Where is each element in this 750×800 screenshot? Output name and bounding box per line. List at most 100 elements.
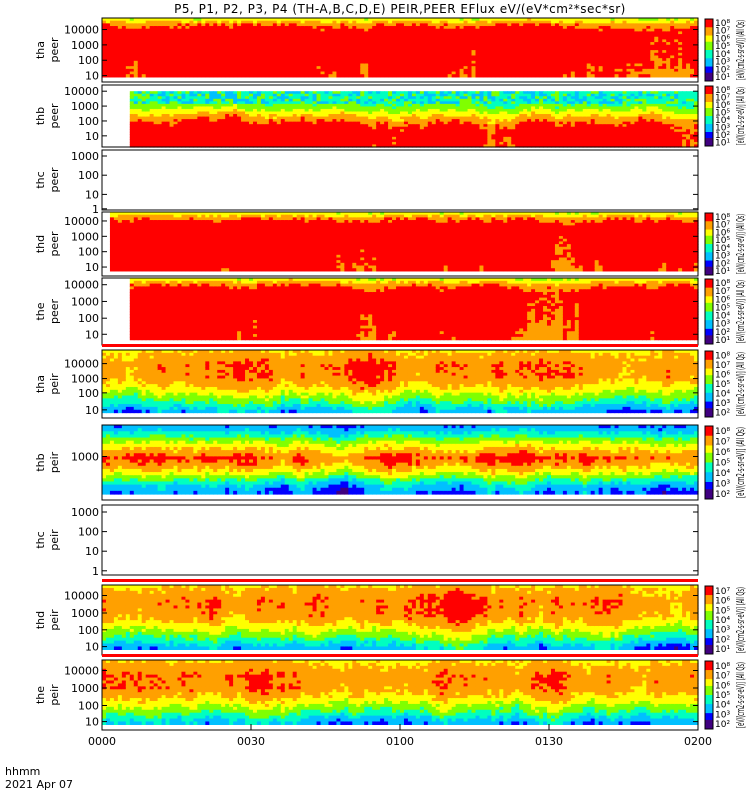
heatmap-cell xyxy=(392,74,397,77)
heatmap-cell xyxy=(126,74,131,77)
heatmap-cell xyxy=(444,74,449,77)
heatmap-cell xyxy=(479,74,484,77)
heatmap-cell xyxy=(567,74,572,77)
heatmap-cell xyxy=(607,74,612,77)
heatmap-cell xyxy=(245,74,250,77)
heatmap-cell xyxy=(619,74,624,77)
heatmap-cell xyxy=(436,74,441,77)
heatmap-cell xyxy=(368,74,373,77)
heatmap-cell xyxy=(583,74,588,77)
heatmap-cell xyxy=(408,74,413,77)
heatmap-cell xyxy=(257,74,262,77)
heatmap-cell xyxy=(428,74,433,77)
heatmap-cell xyxy=(130,74,135,77)
heatmap-cell xyxy=(293,74,298,77)
heatmap-cell xyxy=(209,74,214,77)
heatmap-cell xyxy=(507,74,512,77)
heatmap-cell xyxy=(519,74,524,77)
heatmap-cell xyxy=(491,74,496,77)
heatmap-cell xyxy=(328,74,333,77)
heatmap-cell xyxy=(344,74,349,77)
heatmap-cell xyxy=(376,74,381,77)
heatmap-cell xyxy=(638,74,643,77)
heatmap-cell xyxy=(472,74,477,77)
heatmap-cell xyxy=(166,74,171,77)
heatmap-cell xyxy=(670,74,675,77)
heatmap-cell xyxy=(325,74,330,77)
heatmap-cell xyxy=(678,74,683,77)
panel-probe-label: tha xyxy=(34,41,47,59)
heatmap-cell xyxy=(571,74,576,77)
heatmap-cell xyxy=(174,74,179,77)
heatmap-cell xyxy=(599,74,604,77)
heatmap-cell xyxy=(682,74,687,77)
heatmap-cell xyxy=(468,74,473,77)
y-tick-label: 1000 xyxy=(71,39,99,52)
heatmap-cell xyxy=(503,74,508,77)
heatmap-cell xyxy=(309,74,314,77)
heatmap-cell xyxy=(523,74,528,77)
heatmap-cell xyxy=(527,74,532,77)
heatmap-cell xyxy=(201,74,206,77)
heatmap-cell xyxy=(448,74,453,77)
heatmap-cell xyxy=(626,74,631,77)
heatmap-cell xyxy=(666,74,671,77)
heatmap-cell xyxy=(396,74,401,77)
heatmap-cell xyxy=(261,74,266,77)
heatmap-cell xyxy=(321,74,326,77)
heatmap-cell xyxy=(297,74,302,77)
heatmap-cell xyxy=(317,74,322,77)
heatmap-cell xyxy=(555,74,560,77)
heatmap-cell xyxy=(650,74,655,77)
heatmap-cell xyxy=(595,74,600,77)
heatmap-cell xyxy=(356,74,361,77)
heatmap-cell xyxy=(420,74,425,77)
heatmap-cell xyxy=(233,74,238,77)
heatmap-cell xyxy=(305,74,310,77)
heatmap-cell xyxy=(646,74,651,77)
heatmap-cell xyxy=(185,74,190,77)
heatmap-cell xyxy=(630,74,635,77)
heatmap-cell xyxy=(460,74,465,77)
heatmap-cell xyxy=(388,74,393,77)
heatmap-cell xyxy=(177,74,182,77)
heatmap-cell xyxy=(146,74,151,77)
heatmap-cell xyxy=(686,74,691,77)
heatmap-cell xyxy=(662,74,667,77)
heatmap-cell xyxy=(352,74,357,77)
heatmap-cell xyxy=(285,74,290,77)
heatmap-cell xyxy=(170,74,175,77)
heatmap-cell xyxy=(225,74,230,77)
spectrogram-thb-peer xyxy=(130,91,699,147)
heatmap-cell xyxy=(559,74,564,77)
heatmap-cell xyxy=(615,74,620,77)
heatmap-cell xyxy=(515,74,520,77)
heatmap-cell xyxy=(587,74,592,77)
panel-thb-peer: 10000100010010thb peer10⁸10⁷10⁶10⁵10⁴10³1… xyxy=(34,85,747,148)
heatmap-cell xyxy=(412,74,417,77)
heatmap-cell xyxy=(535,74,540,77)
heatmap-cell xyxy=(118,74,123,77)
heatmap-cell xyxy=(404,74,409,77)
heatmap-cell xyxy=(384,74,389,77)
heatmap-cell xyxy=(364,74,369,77)
heatmap-cell xyxy=(213,74,218,77)
heatmap-cell xyxy=(189,74,194,77)
heatmap-cell xyxy=(348,74,353,77)
heatmap-cell xyxy=(301,74,306,77)
y-tick-label: 10000 xyxy=(64,24,99,37)
heatmap-cell xyxy=(400,74,405,77)
heatmap-cell xyxy=(289,74,294,77)
heatmap-cell xyxy=(551,74,556,77)
heatmap-cell xyxy=(114,74,119,77)
heatmap-cell xyxy=(340,74,345,77)
heatmap-cell xyxy=(591,74,596,77)
heatmap-cell xyxy=(162,74,167,77)
chart-title: P5, P1, P2, P3, P4 (TH-A,B,C,D,E) PEIR,P… xyxy=(174,2,626,16)
heatmap-cell xyxy=(122,74,127,77)
heatmap-cell xyxy=(603,74,608,77)
heatmap-cell xyxy=(273,74,278,77)
heatmap-cell xyxy=(464,74,469,77)
heatmap-cell xyxy=(281,74,286,77)
spectrogram-tha-peer xyxy=(102,18,699,77)
